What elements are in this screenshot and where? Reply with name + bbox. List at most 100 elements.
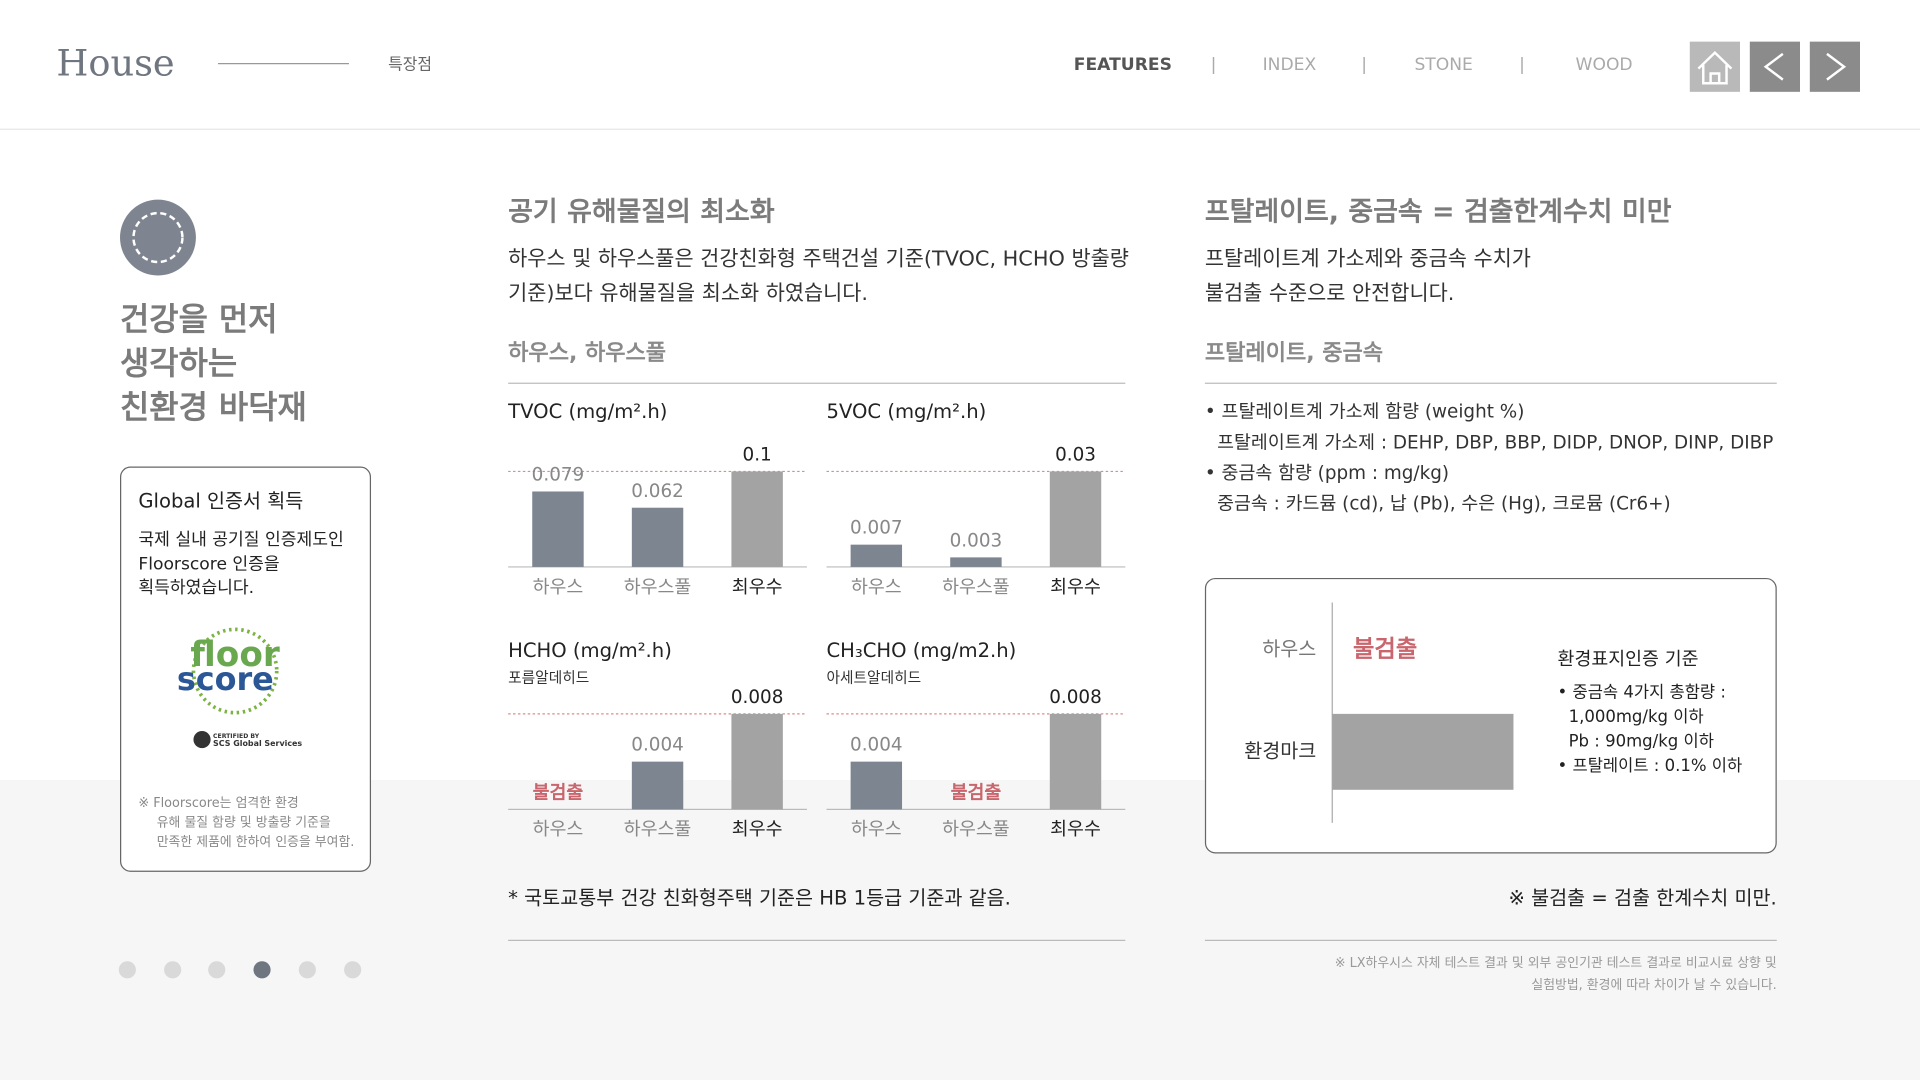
category-label: 하우스풀 — [942, 819, 1010, 840]
page-dot[interactable] — [344, 961, 362, 979]
bar — [631, 761, 684, 810]
home-icon — [1697, 50, 1733, 85]
right-panel: 프탈레이트, 중금속 = 검출한계수치 미만 프탈레이트계 가소제와 중금속 수… — [1205, 197, 1777, 994]
scs-text: SCS Global Services — [213, 739, 302, 748]
left-heading: 생각하는 — [120, 344, 237, 382]
left-heading: 친환경 바닥재 — [120, 388, 307, 426]
category-label: 하우스 — [533, 577, 584, 598]
next-button-bg — [1809, 41, 1860, 92]
section-text: 프탈레이트계 가소제와 중금속 수치가 — [1205, 247, 1531, 271]
bar — [950, 557, 1002, 567]
value-label: 불검출 — [951, 782, 1002, 803]
left-heading: 건강을 먼저 — [120, 300, 278, 338]
value-label: 0.008 — [731, 687, 784, 708]
bar — [731, 713, 783, 810]
nav-separator: | — [1361, 55, 1367, 75]
badge-icon-detail — [132, 211, 184, 264]
cert-card — [119, 466, 372, 872]
value-label: 0.003 — [950, 530, 1003, 551]
bullet: • 프탈레이트계 가소제 함량 (weight %) — [1205, 402, 1524, 423]
left-panel: 건강을 먼저 생각하는 친환경 바닥재 Global 인증서 획득 국제 실내 … — [118, 199, 372, 979]
page-dot[interactable] — [298, 961, 316, 979]
header: House 특장점 FEATURES | INDEX | STONE | WOO… — [0, 42, 1920, 130]
row-label: 하우스 — [1262, 638, 1316, 661]
middle-panel: 공기 유해물질의 최소화 하우스 및 하우스풀은 건강친화형 주택건설 기준(T… — [507, 197, 1129, 942]
standard-text: Pb : 90mg/kg 이하 — [1569, 732, 1714, 751]
bar — [850, 544, 903, 567]
nav-link[interactable]: WOOD — [1576, 55, 1633, 75]
nav-link[interactable]: STONE — [1414, 55, 1472, 75]
bullet: • 중금속 함량 (ppm : mg/kg) — [1205, 463, 1449, 484]
note: ※ 불검출 = 검출 한계수치 미만. — [1508, 886, 1776, 909]
nav-link[interactable]: FEATURES — [1074, 55, 1172, 75]
bullet: 프탈레이트계 가소제 : DEHP, DBP, BBP, DIDP, DNOP,… — [1217, 432, 1773, 453]
page-dot[interactable] — [118, 961, 136, 979]
bullet: 중금속 : 카드뮴 (cd), 납 (Pb), 수은 (Hg), 크로뮴 (Cr… — [1217, 493, 1671, 514]
result-label: 불검출 — [1353, 636, 1417, 663]
logo-ring — [191, 627, 279, 715]
category-label: 하우스풀 — [624, 819, 692, 840]
value-label: 0.03 — [1055, 445, 1096, 466]
footnote: ※ LX하우시스 자체 테스트 결과 및 외부 공인기관 테스트 결과로 비교시… — [1335, 956, 1777, 971]
logo-text: floor — [190, 635, 279, 675]
card-note: ※ Floorscore는 엄격한 환경 — [138, 796, 298, 811]
logo[interactable]: House — [56, 42, 174, 85]
card-text: Floorscore 인증을 — [138, 554, 279, 574]
standard-bar — [1332, 713, 1514, 790]
page-dot[interactable] — [208, 961, 226, 979]
logo-text: score — [177, 660, 274, 698]
value-label: 0.008 — [1049, 687, 1102, 708]
section-text: 하우스 및 하우스풀은 건강친화형 주택건설 기준(TVOC, HCHO 방출량 — [508, 247, 1129, 271]
bar — [731, 471, 783, 567]
page-name: 특장점 — [388, 54, 432, 73]
category-label: 하우스풀 — [624, 577, 692, 598]
section-title: 프탈레이트, 중금속 = 검출한계수치 미만 — [1205, 197, 1672, 228]
value-label: 0.004 — [631, 735, 684, 756]
section-text: 기준)보다 유해물질을 최소화 하였습니다. — [508, 281, 868, 305]
footnote: 실험방법, 환경에 따라 차이가 날 수 있습니다. — [1531, 978, 1776, 993]
scs-text: CERTIFIED BY — [213, 733, 260, 740]
category-label: 하우스 — [851, 577, 902, 598]
chart-title: HCHO (mg/m².h) — [508, 639, 672, 662]
section-title: 공기 유해물질의 최소화 — [508, 197, 775, 228]
standard-text: • 프탈레이트 : 0.1% 이하 — [1558, 756, 1743, 775]
prev-icon — [1763, 52, 1784, 81]
card-title: Global 인증서 획득 — [138, 490, 303, 513]
value-label: 불검출 — [533, 782, 584, 803]
standard-title: 환경표지인증 기준 — [1558, 649, 1699, 670]
nav-separator: | — [1211, 55, 1217, 75]
category-label: 최우수 — [1050, 819, 1101, 840]
value-label: 0.007 — [850, 518, 903, 539]
bar — [631, 507, 684, 567]
standard-text: 1,000mg/kg 이하 — [1569, 707, 1704, 726]
nav-link[interactable]: INDEX — [1263, 55, 1317, 75]
bar — [1049, 471, 1102, 567]
chart-subtitle: 포름알데히드 — [508, 669, 589, 686]
page-dot-active[interactable] — [253, 961, 271, 979]
category-label: 하우스풀 — [942, 577, 1010, 598]
card-note: 만족한 제품에 한하여 인증을 부여함. — [157, 835, 355, 850]
next-button[interactable] — [1809, 41, 1860, 92]
next-icon — [1826, 52, 1847, 81]
bar — [1049, 713, 1102, 810]
page-dot[interactable] — [164, 961, 182, 979]
bar — [532, 491, 584, 567]
chart-subtitle: 아세트알데히드 — [827, 669, 922, 686]
row-label: 환경마크 — [1244, 739, 1316, 762]
card-text: 국제 실내 공기질 인증제도인 — [138, 530, 343, 550]
card-text: 획득하였습니다. — [138, 578, 254, 598]
category-label: 하우스 — [851, 819, 902, 840]
category-label: 최우수 — [1050, 577, 1101, 598]
section-subtitle: 하우스, 하우스풀 — [508, 341, 666, 366]
value-label: 0.1 — [743, 445, 772, 466]
category-label: 최우수 — [732, 819, 783, 840]
value-label: 0.079 — [532, 465, 585, 486]
bar — [850, 761, 903, 810]
prev-button[interactable] — [1749, 41, 1800, 92]
home-button[interactable] — [1689, 41, 1740, 92]
section-subtitle: 프탈레이트, 중금속 — [1205, 341, 1383, 366]
standard-text: • 중금속 4가지 총함량 : — [1558, 683, 1726, 702]
